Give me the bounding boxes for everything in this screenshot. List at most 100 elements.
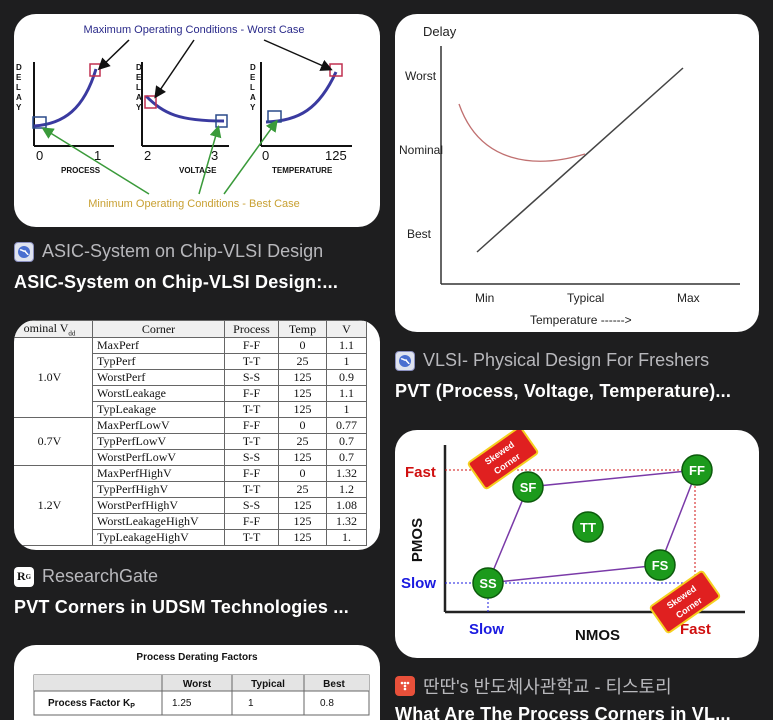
svg-text:Typical: Typical <box>251 679 285 690</box>
corner-cell: MaxPerf <box>92 337 225 355</box>
table-row: 0.7V MaxPerfLowV F-F 0 0.77 <box>14 417 367 467</box>
nmos-slow-label: Slow <box>469 621 504 638</box>
temp-cell: 125 <box>278 401 327 419</box>
result-title[interactable]: ASIC-System on Chip-VLSI Design:... <box>14 272 339 292</box>
svg-text:0.8: 0.8 <box>320 698 334 709</box>
corner-label-sf: SF <box>520 480 537 495</box>
corner-label-ff: FF <box>689 463 705 478</box>
delay-letter: L <box>250 83 255 92</box>
corner-cell: MaxPerfHighV <box>92 465 225 483</box>
voltage-cell: 1.0V <box>14 337 93 419</box>
process-cell: T-T <box>224 481 279 499</box>
table-row: WorstPerf S-S 125 0.9 <box>14 369 367 387</box>
temp-cell: 0 <box>278 417 327 435</box>
v-cell: 1.2 <box>326 481 367 499</box>
svg-text:1.25: 1.25 <box>172 698 192 709</box>
corner-cell: TypLeakage <box>92 401 225 419</box>
delay-letter: L <box>136 83 141 92</box>
header-process: Process <box>224 320 279 339</box>
header-vdd: ominal Vdd <box>14 320 93 339</box>
globe-icon <box>14 241 34 262</box>
process-corners-image: Fast Slow PMOS Slow NMOS Fast SF FF TT FS SS… <box>401 430 745 644</box>
voltage-graph: 2 3 VOLTAGE <box>141 62 229 175</box>
temp-cell: 25 <box>278 433 327 451</box>
temperature-x-label: TEMPERATURE <box>272 166 333 175</box>
header-temp: Temp <box>278 320 327 339</box>
voltage-cell: 0.7V <box>14 417 93 467</box>
delay-letter: E <box>250 73 256 82</box>
delay-y-label: Delay <box>423 24 457 39</box>
table-row: TypLeakageHighV T-T 125 1. <box>14 529 367 547</box>
delay-letter: A <box>250 93 256 102</box>
voltage-x-max: 3 <box>211 148 218 163</box>
temperature-x-label: Temperature ------> <box>530 313 632 327</box>
corner-dot-tt <box>572 511 604 543</box>
temp-cell: 125 <box>278 385 327 403</box>
v-cell: 1 <box>326 401 367 419</box>
v-cell: 0.9 <box>326 369 367 387</box>
temp-cell: 125 <box>278 513 327 531</box>
process-cell: T-T <box>224 433 279 451</box>
pvt-corner-table: ominal Vdd Corner Process Temp V 1.0V Max… <box>14 320 367 547</box>
corner-dot-sf <box>512 471 544 503</box>
svg-text:Process Factor KP: Process Factor KP <box>48 698 135 710</box>
result-source-name: 딴딴's 반도체사관학교 - 티스토리 <box>423 677 672 697</box>
result-thumbnail[interactable]: Fast Slow PMOS Slow NMOS Fast SF FF TT FS SS… <box>395 430 759 658</box>
process-cell: F-F <box>224 513 279 531</box>
nmos-fast-label: Fast <box>680 621 711 638</box>
min-conditions-label: Minimum Operating Conditions - Best Case <box>88 198 300 210</box>
y-tick-nominal: Nominal <box>399 143 443 157</box>
v-cell: 0.7 <box>326 433 367 451</box>
result-source[interactable]: 딴딴's 반도체사관학교 - 티스토리 <box>395 673 759 699</box>
corner-cell: TypLeakageHighV <box>92 529 225 547</box>
temp-cell: 0 <box>278 337 327 355</box>
delay-letter: Y <box>136 103 142 112</box>
result-title[interactable]: PVT (Process, Voltage, Temperature)... <box>395 381 732 401</box>
delay-letter: A <box>136 93 142 102</box>
y-tick-worst: Worst <box>405 69 437 83</box>
process-graph: 0 1 PROCESS <box>32 62 114 175</box>
pmos-fast-label: Fast <box>405 464 436 481</box>
result-thumbnail[interactable]: Process Derating Factors Worst Typical B… <box>14 645 380 720</box>
v-cell: 1.32 <box>326 513 367 531</box>
result-thumbnail[interactable]: Delay Worst Nominal Best Min Typical Max… <box>395 14 759 332</box>
table-row: 1.0V MaxPerf F-F 0 1.1 <box>14 337 367 419</box>
voltage-x-label: VOLTAGE <box>179 166 217 175</box>
process-cell: F-F <box>224 385 279 403</box>
delay-letter: E <box>16 73 22 82</box>
globe-icon <box>395 350 415 371</box>
result-source[interactable]: ASIC-System on Chip-VLSI Design <box>14 241 380 262</box>
result-thumbnail[interactable]: Maximum Operating Conditions - Worst Cas… <box>14 14 380 227</box>
temp-cell: 125 <box>278 529 327 547</box>
delay-letter: A <box>16 93 22 102</box>
corner-cell: WorstLeakage <box>92 385 225 403</box>
result-title[interactable]: PVT Corners in UDSM Technologies ... <box>14 597 349 617</box>
result-thumbnail[interactable]: ominal Vdd Corner Process Temp V 1.0V Max… <box>14 320 380 550</box>
result-title[interactable]: What Are The Process Corners in VL... <box>395 704 731 720</box>
process-x-label: PROCESS <box>61 166 101 175</box>
v-cell: 1.1 <box>326 385 367 403</box>
voltage-cell: 1.2V <box>14 465 93 547</box>
corner-label-tt: TT <box>580 520 596 535</box>
result-source-name: ASIC-System on Chip-VLSI Design <box>42 241 324 261</box>
process-cell: T-T <box>224 529 279 547</box>
process-cell: T-T <box>224 353 279 371</box>
delay-letter: D <box>16 63 22 72</box>
corner-cell: WorstPerfHighV <box>92 497 225 515</box>
table-row: WorstLeakage F-F 125 1.1 <box>14 385 367 403</box>
x-tick-min: Min <box>475 291 494 305</box>
result-source[interactable]: VLSI- Physical Design For Freshers <box>395 350 759 371</box>
delay-letter: D <box>136 63 142 72</box>
corner-dot-ss <box>472 567 504 599</box>
corner-cell: TypPerfLowV <box>92 433 225 451</box>
temp-cell: 25 <box>278 353 327 371</box>
corner-dot-fs <box>644 549 676 581</box>
temp-cell: 0 <box>278 465 327 483</box>
x-tick-max: Max <box>677 291 700 305</box>
delay-letter: Y <box>16 103 22 112</box>
derating-title: Process Derating Factors <box>136 652 258 663</box>
corner-cell: TypPerfHighV <box>92 481 225 499</box>
